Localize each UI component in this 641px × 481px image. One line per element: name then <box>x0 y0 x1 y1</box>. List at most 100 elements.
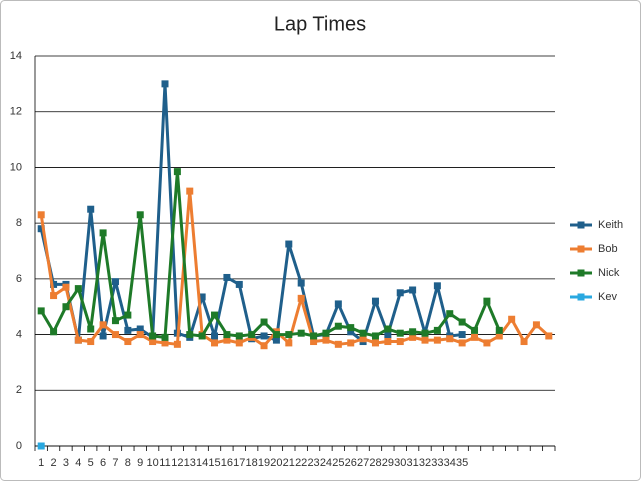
x-tick-label: 15 <box>208 457 220 469</box>
point <box>409 333 417 341</box>
x-tick-label: 5 <box>88 457 94 469</box>
point <box>458 318 466 326</box>
point <box>396 289 404 297</box>
x-tick-label: 3 <box>63 457 69 469</box>
legend-marker <box>577 269 585 277</box>
point <box>124 338 132 346</box>
point <box>161 339 169 347</box>
point <box>260 332 268 340</box>
point <box>495 332 503 340</box>
point <box>433 336 441 344</box>
point <box>347 339 355 347</box>
point <box>260 342 268 350</box>
point <box>359 329 367 337</box>
point <box>384 338 392 346</box>
point <box>50 328 58 336</box>
point <box>371 332 379 340</box>
point <box>211 332 219 340</box>
point <box>99 332 107 340</box>
point <box>483 339 491 347</box>
point <box>347 328 355 336</box>
y-tick-label: 8 <box>16 217 22 229</box>
point <box>111 278 119 286</box>
point <box>359 335 367 343</box>
point <box>223 331 231 339</box>
point <box>37 225 45 233</box>
point <box>347 324 355 332</box>
legend-marker <box>577 293 585 301</box>
point <box>310 332 318 340</box>
point <box>198 332 206 340</box>
point <box>248 331 256 339</box>
legend-marker <box>577 245 585 253</box>
x-tick-label: 17 <box>233 457 245 469</box>
point <box>87 338 95 346</box>
point <box>62 303 70 311</box>
point <box>223 273 231 281</box>
point <box>99 229 107 237</box>
x-tick-label: 11 <box>159 457 170 469</box>
point <box>161 333 169 341</box>
x-tick-label: 6 <box>100 457 106 469</box>
y-tick-label: 4 <box>16 328 22 340</box>
y-tick-label: 0 <box>16 440 22 452</box>
point <box>446 310 454 318</box>
point <box>124 311 132 319</box>
point <box>495 326 503 334</box>
point <box>446 335 454 343</box>
x-tick-label: 30 <box>394 457 406 469</box>
x-tick-label: 4 <box>75 457 81 469</box>
point <box>87 205 95 213</box>
point <box>471 333 479 341</box>
point <box>74 285 82 293</box>
x-tick-label: 25 <box>332 457 344 469</box>
point <box>161 80 169 88</box>
point <box>272 331 280 339</box>
y-tick-label: 2 <box>16 384 22 396</box>
chart-title: Lap Times <box>274 13 366 35</box>
legend-marker <box>577 221 585 229</box>
x-tick-label: 16 <box>221 457 233 469</box>
point <box>471 326 479 334</box>
legend-label: Keith <box>598 219 623 231</box>
x-tick-label: 13 <box>184 457 196 469</box>
point <box>235 332 243 340</box>
point <box>421 336 429 344</box>
point <box>458 331 466 339</box>
point <box>173 168 181 176</box>
point <box>99 321 107 329</box>
point <box>211 339 219 347</box>
point <box>211 311 219 319</box>
point <box>198 293 206 301</box>
legend-label: Kev <box>598 291 617 303</box>
point <box>62 283 70 291</box>
point <box>322 329 330 337</box>
point <box>334 340 342 348</box>
point <box>87 325 95 333</box>
x-tick-label: 27 <box>357 457 369 469</box>
point <box>37 307 45 315</box>
point <box>433 282 441 290</box>
point <box>74 336 82 344</box>
point <box>124 326 132 334</box>
point <box>371 297 379 305</box>
point <box>409 286 417 294</box>
point <box>50 280 58 288</box>
point <box>409 328 417 336</box>
point <box>396 329 404 337</box>
legend-label: Nick <box>598 267 620 279</box>
y-tick-label: 12 <box>10 106 22 118</box>
legend-label: Bob <box>598 243 618 255</box>
x-tick-label: 29 <box>382 457 394 469</box>
point <box>186 187 194 195</box>
point <box>149 332 157 340</box>
x-tick-label: 32 <box>419 457 431 469</box>
x-tick-label: 33 <box>431 457 443 469</box>
point <box>136 211 144 219</box>
x-tick-label: 34 <box>444 457 456 469</box>
point <box>433 326 441 334</box>
point <box>186 331 194 339</box>
